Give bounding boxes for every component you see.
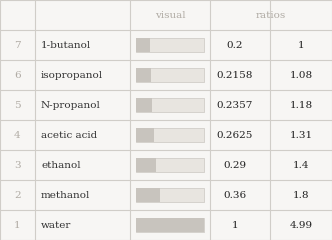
Text: 1.18: 1.18 [290,101,312,109]
Text: 7: 7 [14,41,21,49]
Bar [136,98,204,112]
Text: 1: 1 [232,221,238,229]
Text: 0.2357: 0.2357 [217,101,253,109]
Bar [136,188,160,202]
Bar [136,218,204,232]
Text: water: water [41,221,71,229]
Text: 0.2158: 0.2158 [217,71,253,79]
Text: 0.29: 0.29 [223,161,247,169]
Text: 5: 5 [14,101,21,109]
Bar [136,38,150,52]
Text: 3: 3 [14,161,21,169]
Text: 1.08: 1.08 [290,71,312,79]
Bar [136,68,204,82]
Bar [136,158,204,172]
Text: ratios: ratios [256,11,286,19]
Bar [136,128,204,142]
Bar [136,158,156,172]
Bar [136,188,204,202]
Text: 0.2625: 0.2625 [217,131,253,139]
Text: 1.31: 1.31 [290,131,312,139]
Text: visual: visual [155,11,185,19]
Text: isopropanol: isopropanol [41,71,103,79]
Text: 1: 1 [14,221,21,229]
Bar [136,68,151,82]
Text: 4: 4 [14,131,21,139]
Text: 6: 6 [14,71,21,79]
Text: 1-butanol: 1-butanol [41,41,91,49]
Bar [136,38,204,52]
Text: methanol: methanol [41,191,90,199]
Text: ethanol: ethanol [41,161,81,169]
Text: 0.2: 0.2 [227,41,243,49]
Text: 0.36: 0.36 [223,191,247,199]
Text: acetic acid: acetic acid [41,131,97,139]
Bar [136,98,152,112]
Bar [136,218,204,232]
Text: 1: 1 [298,41,304,49]
Text: N-propanol: N-propanol [41,101,101,109]
Bar [136,128,154,142]
Text: 2: 2 [14,191,21,199]
Text: 1.8: 1.8 [293,191,309,199]
Text: 1.4: 1.4 [293,161,309,169]
Text: 4.99: 4.99 [290,221,312,229]
